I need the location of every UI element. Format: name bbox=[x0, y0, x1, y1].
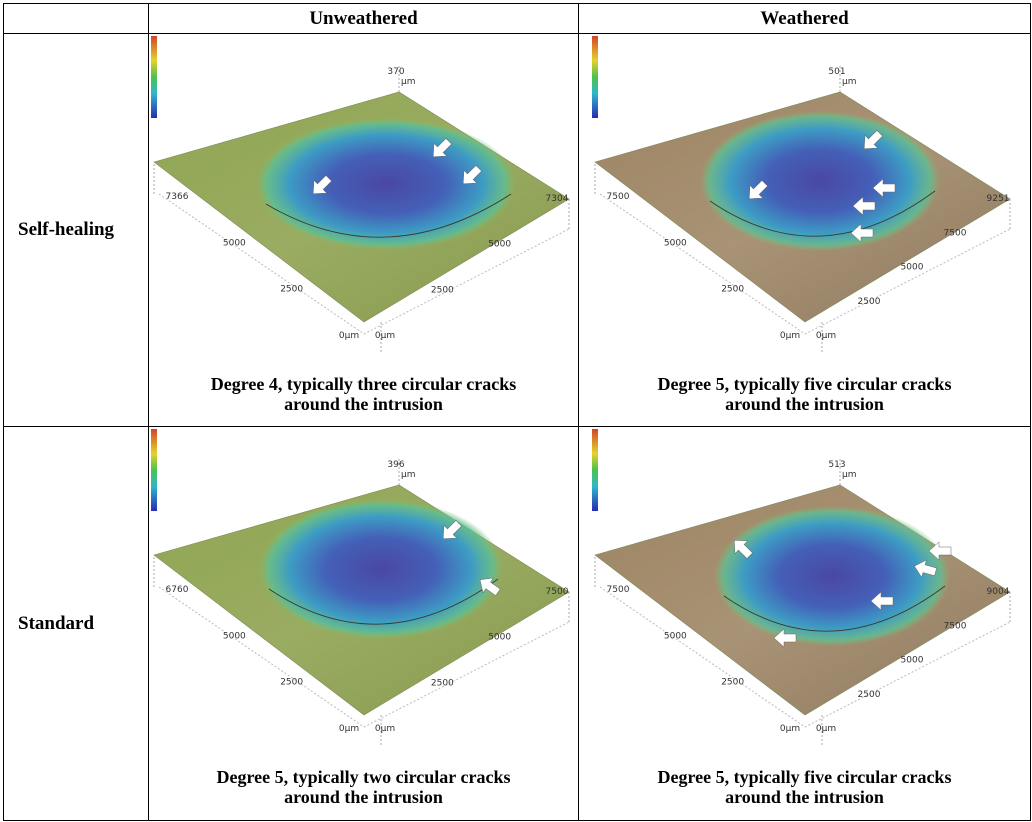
height-unit: µm bbox=[401, 470, 416, 480]
axis-label: 0µm bbox=[375, 331, 395, 341]
corner-cell bbox=[4, 4, 149, 34]
caption-line: around the intrusion bbox=[579, 394, 1030, 414]
axis-label: 5000 bbox=[663, 631, 686, 641]
caption-line: Degree 4, typically three circular crack… bbox=[149, 374, 578, 394]
row-label: Self-healing bbox=[4, 34, 149, 427]
color-bar bbox=[151, 429, 157, 511]
column-header: Weathered bbox=[579, 4, 1031, 34]
axis-label: 6760 bbox=[166, 585, 189, 595]
axis-label: 9251 bbox=[986, 194, 1009, 204]
axis-label: 5000 bbox=[663, 238, 686, 248]
axis-label: 0µm bbox=[815, 331, 835, 341]
page: Unweathered Weathered Self-healing 370µm… bbox=[0, 0, 1032, 822]
axis-label: 7500 bbox=[606, 585, 629, 595]
axis-label: 0µm bbox=[815, 724, 835, 734]
height-unit: µm bbox=[401, 77, 416, 87]
axis-label: 5000 bbox=[900, 656, 923, 666]
column-header: Unweathered bbox=[149, 4, 579, 34]
axis-label: 2500 bbox=[280, 285, 303, 295]
axis-label: 0µm bbox=[339, 331, 359, 341]
intrusion bbox=[714, 506, 950, 646]
height-label: 396 bbox=[387, 460, 404, 470]
axis-label: 5000 bbox=[488, 633, 511, 643]
intrusion bbox=[700, 111, 940, 251]
caption: Degree 5, typically five circular cracks… bbox=[579, 767, 1030, 807]
axis-label: 2500 bbox=[721, 285, 744, 295]
intrusion bbox=[259, 499, 503, 639]
axis-label: 2500 bbox=[857, 690, 880, 700]
height-label: 501 bbox=[828, 67, 845, 77]
row-label: Standard bbox=[4, 427, 149, 821]
axis-label: 7304 bbox=[546, 194, 569, 204]
axis-label: 0µm bbox=[779, 331, 799, 341]
header-row: Unweathered Weathered bbox=[4, 4, 1031, 34]
axis-label: 7500 bbox=[943, 228, 966, 238]
caption-line: Degree 5, typically five circular cracks bbox=[579, 767, 1030, 787]
height-unit: µm bbox=[842, 77, 857, 87]
intrusion bbox=[256, 118, 516, 250]
axis-label: 0µm bbox=[375, 724, 395, 734]
axis-label: 7366 bbox=[166, 192, 189, 202]
axis-label: 5000 bbox=[488, 240, 511, 250]
caption-line: around the intrusion bbox=[149, 394, 578, 414]
caption-line: Degree 5, typically two circular cracks bbox=[149, 767, 578, 787]
height-label: 370 bbox=[387, 67, 404, 77]
axis-label: 7500 bbox=[606, 192, 629, 202]
color-bar bbox=[592, 36, 598, 118]
axis-label: 0µm bbox=[339, 724, 359, 734]
color-bar bbox=[151, 36, 157, 118]
axis-label: 5000 bbox=[900, 263, 923, 273]
axis-label: 2500 bbox=[721, 678, 744, 688]
axis-label: 5000 bbox=[223, 238, 246, 248]
height-unit: µm bbox=[842, 470, 857, 480]
axis-label: 0µm bbox=[779, 724, 799, 734]
axis-label: 9004 bbox=[986, 587, 1009, 597]
color-bar bbox=[592, 429, 598, 511]
axis-label: 2500 bbox=[280, 678, 303, 688]
axis-label: 2500 bbox=[857, 297, 880, 307]
axis-label: 7500 bbox=[546, 587, 569, 597]
caption-line: Degree 5, typically five circular cracks bbox=[579, 374, 1030, 394]
caption: Degree 5, typically five circular cracks… bbox=[579, 374, 1030, 414]
height-label: 513 bbox=[828, 460, 845, 470]
caption: Degree 4, typically three circular crack… bbox=[149, 374, 578, 414]
caption-line: around the intrusion bbox=[579, 787, 1030, 807]
axis-label: 5000 bbox=[223, 631, 246, 641]
axis-label: 2500 bbox=[431, 285, 454, 295]
axis-label: 2500 bbox=[431, 678, 454, 688]
axis-label: 7500 bbox=[943, 621, 966, 631]
caption-line: around the intrusion bbox=[149, 787, 578, 807]
